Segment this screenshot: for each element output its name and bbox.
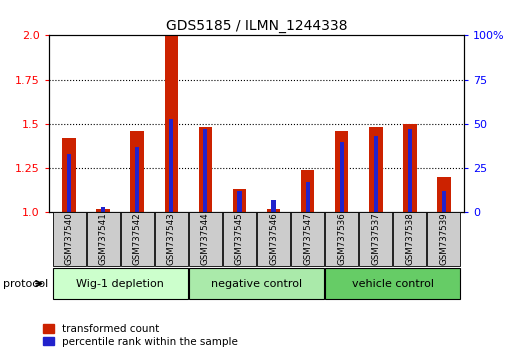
Bar	[203, 129, 207, 212]
Text: GSM737544: GSM737544	[201, 212, 210, 266]
Bar	[373, 136, 378, 212]
Bar	[257, 212, 290, 266]
Text: GSM737538: GSM737538	[405, 212, 415, 266]
Text: negative control: negative control	[211, 279, 302, 289]
Text: GSM737541: GSM737541	[98, 212, 108, 266]
Text: Wig-1 depletion: Wig-1 depletion	[76, 279, 164, 289]
Bar	[427, 212, 460, 266]
Bar	[325, 212, 358, 266]
Bar	[223, 212, 256, 266]
Text: GSM737543: GSM737543	[167, 212, 176, 266]
Text: GSM737542: GSM737542	[133, 212, 142, 266]
Bar	[165, 35, 178, 212]
Bar	[63, 138, 76, 212]
Title: GDS5185 / ILMN_1244338: GDS5185 / ILMN_1244338	[166, 19, 347, 33]
Bar	[121, 212, 153, 266]
Text: GSM737536: GSM737536	[337, 212, 346, 266]
Bar	[189, 212, 222, 266]
Bar	[335, 131, 348, 212]
Text: GSM737537: GSM737537	[371, 212, 380, 266]
Bar	[135, 147, 140, 212]
Bar	[101, 207, 105, 212]
Bar	[325, 268, 460, 299]
Text: vehicle control: vehicle control	[352, 279, 433, 289]
Bar	[96, 209, 110, 212]
Bar	[306, 182, 310, 212]
Bar	[169, 119, 173, 212]
Bar	[442, 191, 446, 212]
Bar	[369, 127, 383, 212]
Bar	[53, 268, 188, 299]
Bar	[130, 131, 144, 212]
Bar	[87, 212, 120, 266]
Text: GSM737540: GSM737540	[65, 212, 74, 266]
Bar	[393, 212, 426, 266]
Bar	[340, 142, 344, 212]
Text: GSM737546: GSM737546	[269, 212, 278, 266]
Text: protocol: protocol	[3, 279, 48, 289]
Bar	[301, 170, 314, 212]
Bar	[67, 154, 71, 212]
Bar	[189, 268, 324, 299]
Bar	[267, 209, 280, 212]
Text: GSM737539: GSM737539	[439, 213, 448, 265]
Bar	[199, 127, 212, 212]
Bar	[155, 212, 188, 266]
Bar	[408, 129, 412, 212]
Bar	[403, 124, 417, 212]
Bar	[238, 191, 242, 212]
Bar	[360, 212, 392, 266]
Bar	[437, 177, 450, 212]
Text: GSM737545: GSM737545	[235, 212, 244, 266]
Text: GSM737547: GSM737547	[303, 212, 312, 266]
Bar	[271, 200, 275, 212]
Bar	[233, 189, 246, 212]
Legend: transformed count, percentile rank within the sample: transformed count, percentile rank withi…	[41, 322, 240, 349]
Bar	[291, 212, 324, 266]
Bar	[53, 212, 86, 266]
